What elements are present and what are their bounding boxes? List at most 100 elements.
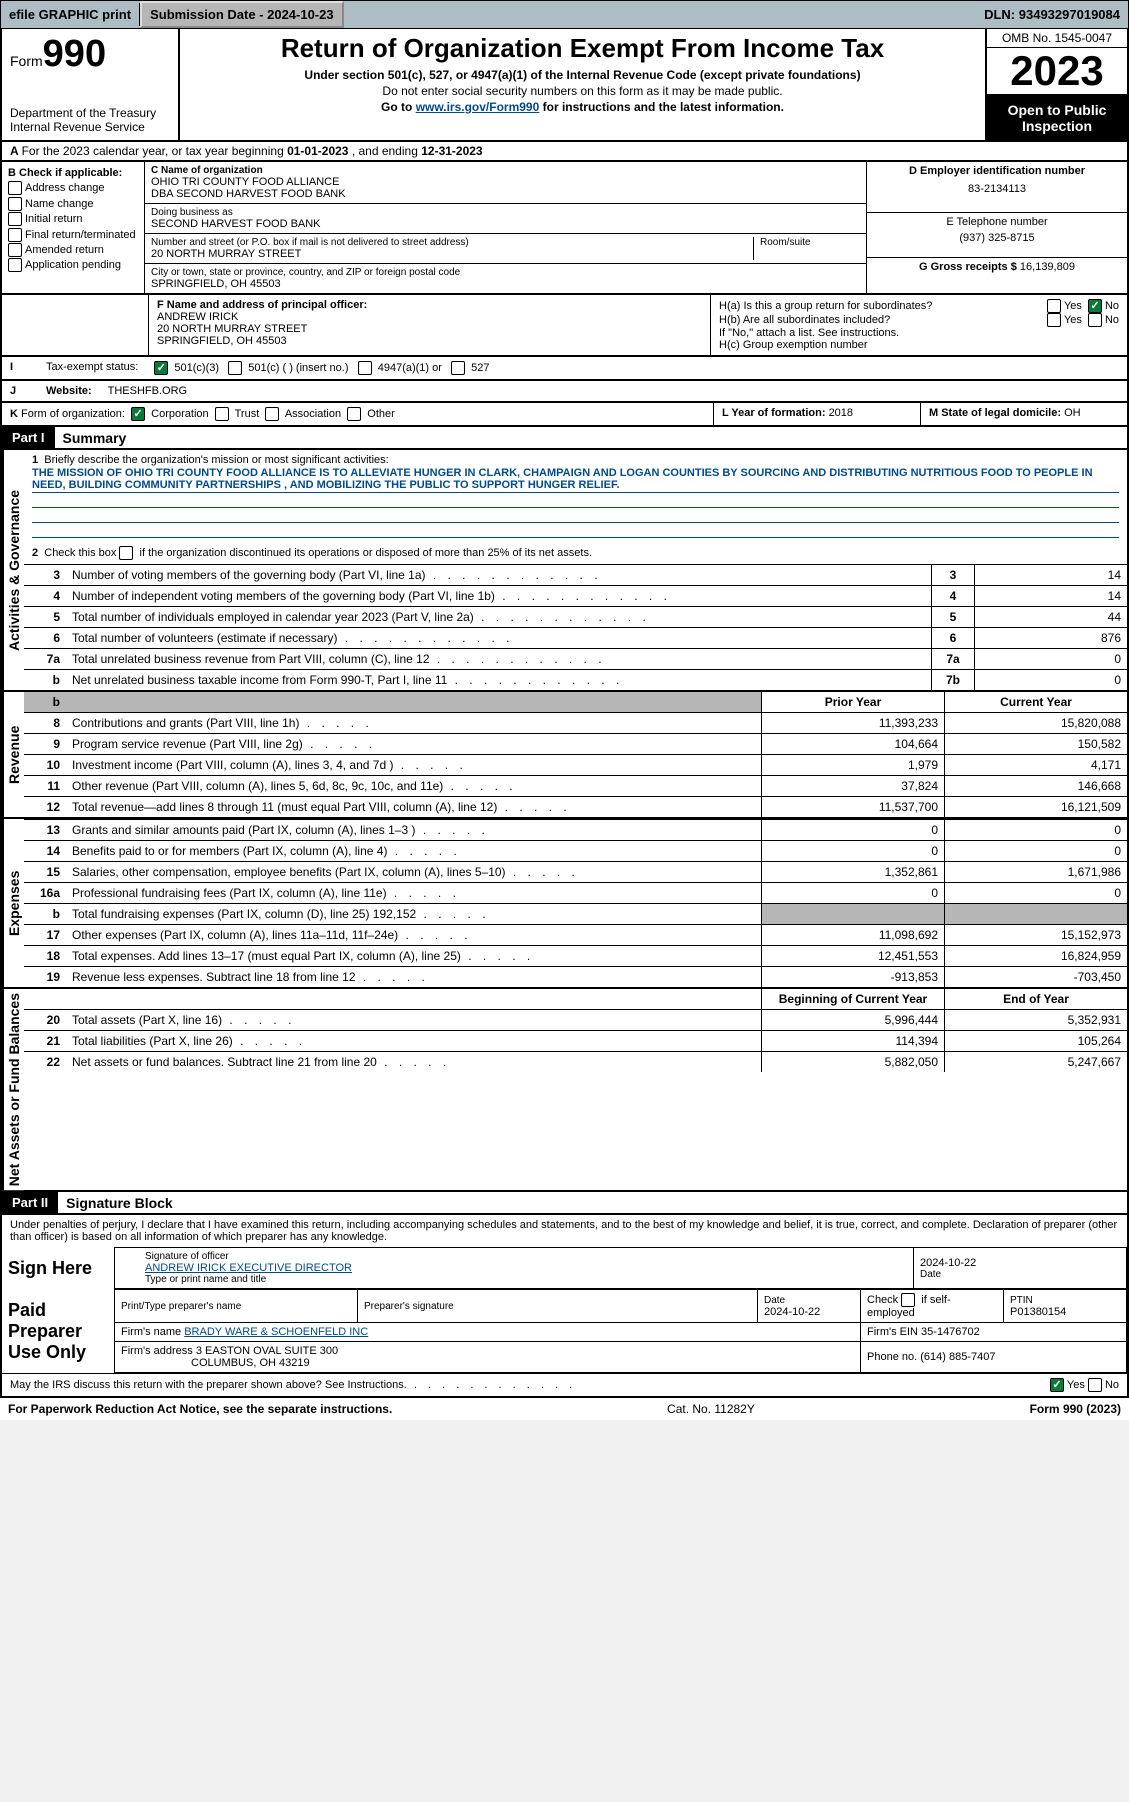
tax-year: 2023 — [987, 48, 1127, 96]
officer-addr2: SPRINGFIELD, OH 45503 — [157, 335, 702, 347]
501c-checkbox[interactable] — [228, 361, 242, 375]
table-row: 13Grants and similar amounts paid (Part … — [24, 820, 1127, 841]
check-amended-return[interactable]: Amended return — [8, 243, 138, 258]
table-row: 3Number of voting members of the governi… — [24, 565, 1127, 586]
part-2-label: Part II — [2, 1192, 58, 1213]
row-i: I Tax-exempt status: 501(c)(3) 501(c) ( … — [0, 357, 1129, 381]
table-row: 17Other expenses (Part IX, column (A), l… — [24, 925, 1127, 946]
firm-addr1: 3 EASTON OVAL SUITE 300 — [196, 1345, 338, 1357]
table-row: 14Benefits paid to or for members (Part … — [24, 841, 1127, 862]
table-row: 7aTotal unrelated business revenue from … — [24, 649, 1127, 670]
omb-number: OMB No. 1545-0047 — [987, 29, 1127, 48]
other-checkbox[interactable] — [347, 407, 361, 421]
ha-yes-checkbox[interactable] — [1047, 299, 1061, 313]
sign-here-label: Sign Here — [2, 1248, 115, 1289]
instructions-link[interactable]: www.irs.gov/Form990 — [416, 100, 540, 114]
submission-date-button[interactable]: Submission Date - 2024-10-23 — [140, 1, 344, 28]
footer-left: For Paperwork Reduction Act Notice, see … — [8, 1402, 392, 1416]
net-assets-table: 20Total assets (Part X, line 16)5,996,44… — [24, 1009, 1127, 1072]
officer-signature[interactable]: ANDREW IRICK EXECUTIVE DIRECTOR — [145, 1262, 352, 1274]
irs-yes-checkbox[interactable] — [1050, 1378, 1064, 1392]
irs-no-checkbox[interactable] — [1088, 1378, 1102, 1392]
side-net-assets: Net Assets or Fund Balances — [2, 989, 24, 1190]
table-row: 11Other revenue (Part VIII, column (A), … — [24, 776, 1127, 797]
line2-checkbox[interactable] — [119, 546, 133, 560]
hc-label: H(c) Group exemption number — [719, 339, 1119, 351]
officer-addr1: 20 NORTH MURRAY STREET — [157, 323, 702, 335]
part-2-bar: Part II Signature Block — [0, 1192, 1129, 1215]
firm-ein: 35-1476702 — [921, 1326, 980, 1338]
revenue-table: 8Contributions and grants (Part VIII, li… — [24, 712, 1127, 817]
section-governance: Activities & Governance 1 Briefly descri… — [0, 450, 1129, 692]
check-application-pending[interactable]: Application pending — [8, 258, 138, 273]
gross-receipts: 16,139,809 — [1020, 261, 1075, 273]
page-footer: For Paperwork Reduction Act Notice, see … — [0, 1398, 1129, 1420]
527-checkbox[interactable] — [451, 361, 465, 375]
hb-no-checkbox[interactable] — [1088, 313, 1102, 327]
row-klm: K Form of organization: Corporation Trus… — [0, 403, 1129, 427]
4947-checkbox[interactable] — [358, 361, 372, 375]
table-row: 5Total number of individuals employed in… — [24, 607, 1127, 628]
section-revenue: Revenue b Prior Year Current Year 8Contr… — [0, 692, 1129, 819]
table-row: 8Contributions and grants (Part VIII, li… — [24, 713, 1127, 734]
corp-checkbox[interactable] — [131, 407, 145, 421]
side-governance: Activities & Governance — [2, 450, 24, 690]
mission-block: 1 Briefly describe the organization's mi… — [24, 450, 1127, 542]
check-final-return[interactable]: Final return/terminated — [8, 228, 138, 243]
part-1-title: Summary — [55, 430, 127, 446]
block-f: F Name and address of principal officer:… — [148, 295, 710, 355]
firm-name-link[interactable]: BRADY WARE & SCHOENFELD INC — [184, 1326, 368, 1338]
state-domicile: OH — [1064, 407, 1081, 419]
block-h: H(a) Is this a group return for subordin… — [710, 295, 1127, 355]
row-a-tax-year: A For the 2023 calendar year, or tax yea… — [0, 142, 1129, 162]
open-to-public: Open to Public Inspection — [987, 96, 1127, 140]
paid-preparer-label: Paid Preparer Use Only — [2, 1290, 115, 1373]
year-formation: 2018 — [829, 407, 853, 419]
paid-preparer-table: Paid Preparer Use Only Print/Type prepar… — [2, 1289, 1127, 1373]
block-g-label: G Gross receipts $ — [919, 261, 1020, 273]
check-address-change[interactable]: Address change — [8, 181, 138, 196]
block-f-h: F Name and address of principal officer:… — [0, 295, 1129, 357]
footer-cat: Cat. No. 11282Y — [392, 1402, 1029, 1416]
footer-form: Form 990 (2023) — [1030, 1402, 1121, 1416]
hb-yes-checkbox[interactable] — [1047, 313, 1061, 327]
table-row: 20Total assets (Part X, line 16)5,996,44… — [24, 1010, 1127, 1031]
top-bar: efile GRAPHIC print Submission Date - 20… — [0, 0, 1129, 29]
website-value: THESHFB.ORG — [100, 381, 195, 401]
ein-value: 83-2134113 — [873, 183, 1121, 195]
table-row: 6Total number of volunteers (estimate if… — [24, 628, 1127, 649]
side-revenue: Revenue — [2, 692, 24, 817]
section-net-assets: Net Assets or Fund Balances Beginning of… — [0, 989, 1129, 1192]
self-employed-checkbox[interactable] — [901, 1293, 915, 1307]
assoc-checkbox[interactable] — [265, 407, 279, 421]
check-name-change[interactable]: Name change — [8, 197, 138, 212]
trust-checkbox[interactable] — [215, 407, 229, 421]
ptin-value: P01380154 — [1010, 1306, 1120, 1318]
hb-note: If "No," attach a list. See instructions… — [719, 327, 1119, 339]
table-row: bNet unrelated business taxable income f… — [24, 670, 1127, 691]
row-j: J Website: THESHFB.ORG — [0, 381, 1129, 403]
part-2-title: Signature Block — [58, 1195, 173, 1211]
room-suite-label: Room/suite — [760, 237, 860, 248]
table-row: 4Number of independent voting members of… — [24, 586, 1127, 607]
officer-name: ANDREW IRICK — [157, 311, 702, 323]
block-b: B Check if applicable: Address change Na… — [2, 162, 145, 293]
table-row: 18Total expenses. Add lines 13–17 (must … — [24, 946, 1127, 967]
dept-label: Department of the Treasury Internal Reve… — [10, 106, 170, 134]
ha-no-checkbox[interactable] — [1088, 299, 1102, 313]
perjury-text: Under penalties of perjury, I declare th… — [2, 1215, 1127, 1247]
signature-block: Under penalties of perjury, I declare th… — [0, 1215, 1129, 1398]
sign-date: 2024-10-22 — [920, 1257, 1120, 1269]
check-initial-return[interactable]: Initial return — [8, 212, 138, 227]
form-title: Return of Organization Exempt From Incom… — [184, 33, 981, 64]
sign-here-table: Sign Here Signature of officer ANDREW IR… — [2, 1247, 1127, 1289]
block-e-label: E Telephone number — [873, 216, 1121, 228]
table-row: 19Revenue less expenses. Subtract line 1… — [24, 967, 1127, 988]
firm-phone: (614) 885-7407 — [920, 1351, 995, 1363]
entity-block: B Check if applicable: Address change Na… — [0, 162, 1129, 295]
mission-text: THE MISSION OF OHIO TRI COUNTY FOOD ALLI… — [32, 466, 1119, 493]
city-state-zip: SPRINGFIELD, OH 45503 — [151, 278, 860, 290]
expenses-table: 13Grants and similar amounts paid (Part … — [24, 819, 1127, 987]
501c3-checkbox[interactable] — [154, 361, 168, 375]
efile-label: efile GRAPHIC print — [1, 3, 140, 26]
